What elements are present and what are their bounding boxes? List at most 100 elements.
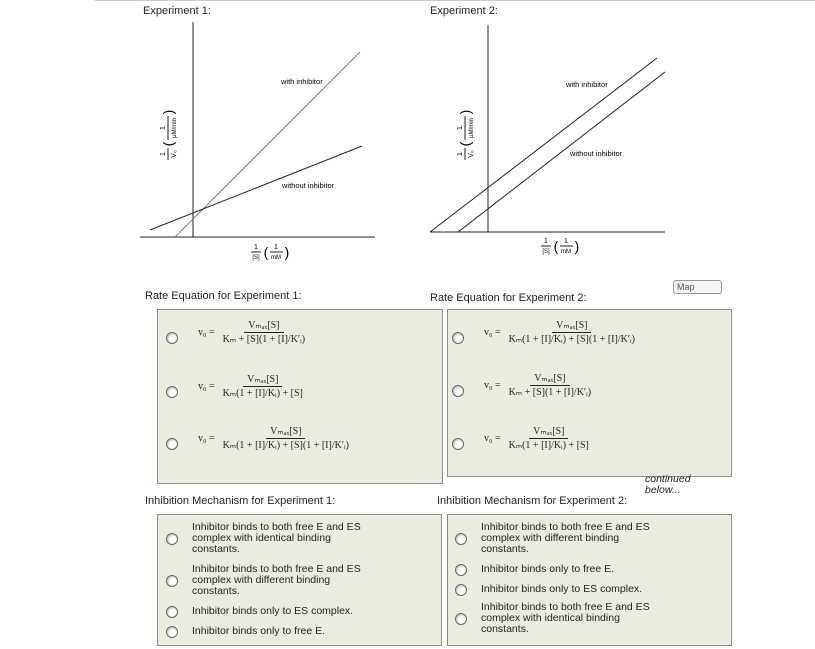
fraction: Vₘₐₓ[S] Kₘ(1 + [I]/Kᵢ) + [S]	[219, 374, 307, 399]
line-without-inhibitor	[149, 145, 363, 231]
x-axis-label: 1 [S] ( 1 mM )	[251, 244, 289, 261]
line-label: without inhibitor	[569, 149, 623, 158]
denominator: Kₘ(1 + [I]/Kᵢ) + [S](1 + [I]/K′ᵢ)	[508, 334, 635, 345]
x-label-unit-num: 1	[274, 244, 278, 251]
option-text: Inhibitor binds to both free E and ES co…	[481, 521, 650, 555]
graph-title: Experiment 2:	[430, 5, 498, 17]
x-label-unit-num: 1	[564, 238, 568, 245]
y-label-num: 1	[457, 152, 464, 156]
continued-note: continued below...	[645, 473, 691, 496]
y-axis-label: 1 V₀ ( 1 μM/min )	[457, 110, 475, 160]
numerator: Vₘₐₓ[S]	[243, 374, 283, 387]
x-label-den: [S]	[542, 249, 550, 255]
paren: (	[264, 244, 269, 260]
line-with-inhibitor	[429, 57, 658, 233]
radio[interactable]	[166, 606, 178, 618]
fraction: Vₘₐₓ[S] Kₘ(1 + [I]/Kᵢ) + [S](1 + [I]/K′ᵢ)	[505, 320, 639, 345]
line-label: without inhibitor	[281, 181, 335, 190]
x-label-num: 1	[254, 244, 258, 251]
radio[interactable]	[452, 385, 464, 397]
x-axis-label: 1 [S] ( 1 mM )	[541, 238, 579, 255]
paren: )	[285, 244, 290, 260]
radio[interactable]	[166, 332, 178, 344]
paren: )	[160, 110, 176, 115]
section-title: Rate Equation for Experiment 1:	[145, 290, 302, 302]
paren: )	[457, 110, 473, 115]
options-box	[157, 514, 442, 646]
graphs: with inhibitor without inhibitor 1 V₀ ( …	[140, 22, 666, 261]
x-label-num: 1	[544, 238, 548, 245]
equation: v₀ = Vₘₐₓ[S] Kₘ + [S](1 + [I]/K′ᵢ)	[198, 320, 309, 345]
section-title: Inhibition Mechanism for Experiment 1:	[145, 495, 336, 507]
y-label-unit-num: 1	[457, 126, 464, 130]
eq-lhs: v₀ =	[484, 380, 501, 391]
options-box	[157, 309, 443, 484]
eq-lhs: v₀ =	[198, 327, 215, 338]
options-box	[447, 309, 732, 477]
line-label: with inhibitor	[280, 77, 323, 86]
radio[interactable]	[166, 575, 178, 587]
x-label-unit-den: mM	[561, 249, 571, 255]
equation: v₀ = Vₘₐₓ[S] Kₘ(1 + [I]/Kᵢ) + [S]	[198, 374, 307, 399]
denominator: Kₘ(1 + [I]/Kᵢ) + [S]	[508, 440, 589, 451]
section-title: Rate Equation for Experiment 2:	[430, 292, 587, 304]
y-axis-label: 1 V₀ ( 1 μM/min )	[160, 110, 178, 160]
radio[interactable]	[452, 438, 464, 450]
radio[interactable]	[455, 564, 467, 576]
graph-1-axes	[140, 22, 375, 238]
radio[interactable]	[452, 332, 464, 344]
radio[interactable]	[166, 626, 178, 638]
x-label-unit-den: mM	[271, 255, 281, 261]
fraction: Vₘₐₓ[S] Kₘ + [S](1 + [I]/K′ᵢ)	[219, 320, 309, 345]
radio[interactable]	[455, 584, 467, 596]
option-text: Inhibitor binds to both free E and ES co…	[192, 563, 361, 597]
paren: )	[575, 238, 580, 254]
fraction: Vₘₐₓ[S] Kₘ(1 + [I]/Kᵢ) + [S](1 + [I]/K′ᵢ)	[219, 426, 353, 451]
option-text: Inhibitor binds only to free E.	[481, 563, 615, 575]
top-border	[95, 0, 815, 1]
section-title: Inhibition Mechanism for Experiment 2:	[437, 495, 628, 507]
numerator: Vₘₐₓ[S]	[529, 426, 569, 439]
map-button[interactable]: Map	[673, 280, 722, 294]
denominator: Kₘ(1 + [I]/Kᵢ) + [S](1 + [I]/K′ᵢ)	[222, 440, 349, 451]
eq-lhs: v₀ =	[484, 433, 501, 444]
paren: (	[554, 238, 559, 254]
y-label-num: 1	[160, 152, 167, 156]
equation: v₀ = Vₘₐₓ[S] Kₘ + [S](1 + [I]/K′ᵢ)	[484, 373, 595, 398]
x-label-den: [S]	[252, 255, 260, 261]
options-box	[447, 514, 732, 646]
eq-lhs: v₀ =	[484, 327, 501, 338]
y-label-unit-den: μM/min	[469, 118, 475, 138]
option-text: Inhibitor binds only to ES complex.	[481, 583, 643, 595]
denominator: Kₘ + [S](1 + [I]/K′ᵢ)	[222, 334, 306, 345]
option-text: Inhibitor binds only to free E.	[192, 625, 326, 637]
graph-title: Experiment 1:	[143, 5, 211, 17]
fraction: Vₘₐₓ[S] Kₘ + [S](1 + [I]/K′ᵢ)	[505, 373, 595, 398]
radio[interactable]	[166, 438, 178, 450]
denominator: Kₘ(1 + [I]/Kᵢ) + [S]	[222, 388, 303, 399]
line-without-inhibitor	[457, 71, 666, 233]
numerator: Vₘₐₓ[S]	[530, 373, 570, 386]
option-text: Inhibitor binds to both free E and ES co…	[192, 521, 361, 555]
numerator: Vₘₐₓ[S]	[266, 426, 306, 439]
equation: v₀ = Vₘₐₓ[S] Kₘ(1 + [I]/Kᵢ) + [S]	[484, 426, 593, 451]
radio[interactable]	[166, 533, 178, 545]
denominator: Kₘ + [S](1 + [I]/K′ᵢ)	[508, 387, 592, 398]
paren: (	[457, 141, 473, 146]
fraction: Vₘₐₓ[S] Kₘ(1 + [I]/Kᵢ) + [S]	[505, 426, 593, 451]
eq-lhs: v₀ =	[198, 433, 215, 444]
radio[interactable]	[455, 533, 467, 545]
paren: (	[160, 141, 176, 146]
option-text: Inhibitor binds to both free E and ES co…	[481, 601, 650, 635]
equation: v₀ = Vₘₐₓ[S] Kₘ(1 + [I]/Kᵢ) + [S](1 + [I]/…	[198, 426, 353, 451]
eq-lhs: v₀ =	[198, 381, 215, 392]
numerator: Vₘₐₓ[S]	[244, 320, 284, 333]
numerator: Vₘₐₓ[S]	[552, 320, 592, 333]
radio[interactable]	[455, 613, 467, 625]
graph-2-axes	[429, 25, 666, 233]
equation: v₀ = Vₘₐₓ[S] Kₘ(1 + [I]/Kᵢ) + [S](1 + [I]/…	[484, 320, 639, 345]
y-label-den: V₀	[468, 150, 475, 158]
line-with-inhibitor	[174, 51, 361, 238]
radio[interactable]	[166, 386, 178, 398]
